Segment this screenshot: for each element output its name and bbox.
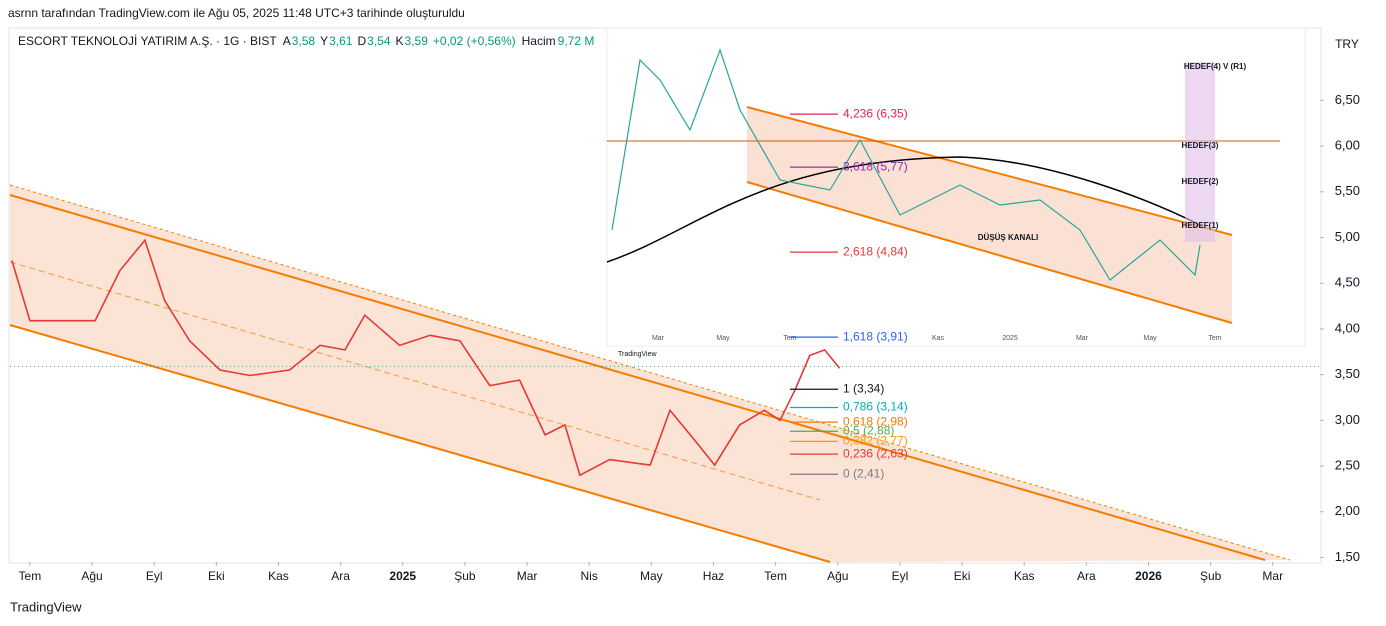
y-tick-label: 1,50: [1335, 549, 1360, 564]
x-tick-label: May: [640, 569, 663, 583]
y-tick-label: 2,00: [1335, 503, 1360, 518]
inset-channel: [747, 107, 1232, 323]
price-line: [11, 238, 841, 477]
x-tick-label: Ağu: [827, 569, 848, 583]
inset-annotation: HEDEF(1): [1182, 221, 1219, 230]
x-tick-label: Mar: [517, 569, 538, 583]
y-tick-label: 4,00: [1335, 320, 1360, 335]
x-tick-label: Kas: [268, 569, 289, 583]
inset-month: Tem: [783, 335, 796, 342]
legend-key: D: [357, 34, 366, 48]
y-tick-label: 6,50: [1335, 92, 1360, 107]
x-tick-label: Tem: [764, 569, 787, 583]
x-tick-label: Ara: [331, 569, 350, 583]
x-tick-label: Şub: [1200, 569, 1222, 583]
x-tick-label: 2026: [1135, 569, 1162, 583]
inset-ma: [606, 156, 1201, 263]
fib-label: 3,618 (5,77): [843, 159, 908, 173]
legend-value: 3,59: [405, 34, 429, 48]
legend-key: Y: [320, 34, 328, 48]
fib-label: 1 (3,34): [843, 381, 884, 395]
inset-month: May: [1143, 335, 1157, 342]
fib-label: 0,382 (2,77): [843, 434, 908, 448]
channel-dotted: [9, 184, 1291, 561]
legend: ESCORT TEKNOLOJİ YATIRIM A.Ş. · 1G · BIS…: [18, 34, 594, 48]
x-tick-label: Eki: [954, 569, 971, 583]
channel-band: [10, 185, 1290, 562]
legend-value: 3,54: [367, 34, 391, 48]
y-tick-label: 4,50: [1335, 275, 1360, 290]
y-tick-label: 6,00: [1335, 138, 1360, 153]
legend-symbol: ESCORT TEKNOLOJİ YATIRIM A.Ş. · 1G · BIS…: [18, 34, 277, 48]
legend-value: 3,58: [292, 34, 316, 48]
inset-month: Kas: [932, 335, 945, 342]
inset-channel-upper: [746, 106, 1233, 236]
inset-brand: TradingView: [618, 351, 657, 358]
channel-lower: [9, 324, 831, 563]
y-tick-label: 3,50: [1335, 366, 1360, 381]
fib-label: 0 (2,41): [843, 466, 884, 480]
y-tick-label: 2,50: [1335, 457, 1360, 472]
x-tick-label: Şub: [454, 569, 476, 583]
channel-mid: [9, 261, 821, 501]
x-tick-label: Haz: [703, 569, 724, 583]
inset-annotation: DÜŞÜŞ KANALI: [978, 233, 1038, 242]
x-tick-label: Kas: [1014, 569, 1035, 583]
fib-label: 0,786 (3,14): [843, 400, 908, 414]
fib-label: 0,618 (2,98): [843, 414, 908, 428]
header: asrnn tarafından TradingView.com ile Ağu…: [8, 6, 465, 20]
inset-month: May: [716, 335, 730, 342]
x-tick-label: Eyl: [146, 569, 163, 583]
legend-volume-key: Hacim: [522, 34, 556, 48]
x-tick-label: Eki: [208, 569, 225, 583]
y-tick-label: 3,00: [1335, 412, 1360, 427]
fib-label: 0,236 (2,63): [843, 446, 908, 460]
channel-upper: [9, 194, 1266, 561]
x-tick-label: Tem: [19, 569, 42, 583]
inset-annotation: HEDEF(3): [1182, 141, 1219, 150]
x-tick-label: Ara: [1077, 569, 1096, 583]
inset-annotation: HEDEF(4) V (R1): [1184, 62, 1247, 71]
legend-key: A: [283, 34, 291, 48]
inset-annotation: HEDEF(2): [1182, 177, 1219, 186]
x-tick-label: 2025: [389, 569, 416, 583]
fib-label: 4,236 (6,35): [843, 106, 908, 120]
legend-volume: 9,72 M: [558, 34, 595, 48]
inset-month: Mar: [652, 335, 665, 342]
currency: TRY: [1335, 37, 1359, 51]
x-tick-label: Nis: [581, 569, 598, 583]
legend-value: 3,61: [329, 34, 353, 48]
y-tick-label: 5,00: [1335, 229, 1360, 244]
inset-month: Tem: [1208, 335, 1221, 342]
inset-target-zone: [1185, 62, 1215, 242]
legend-key: K: [396, 34, 404, 48]
inset-channel-lower: [746, 181, 1233, 324]
y-tick-label: 5,50: [1335, 183, 1360, 198]
inset-price: [611, 48, 1201, 281]
x-tick-label: Eyl: [892, 569, 909, 583]
inset-month: 2025: [1002, 335, 1018, 342]
fib-label: 0,5 (2,88): [843, 423, 894, 437]
legend-change: +0,02 (+0,56%): [433, 34, 516, 48]
fib-label: 2,618 (4,84): [843, 244, 908, 258]
fib-label: 1,618 (3,91): [843, 329, 908, 343]
x-tick-label: Mar: [1262, 569, 1283, 583]
x-tick-label: Ağu: [81, 569, 102, 583]
inset-chart: DÜŞÜŞ KANALI HEDEF(1) HEDEF(2) HEDEF(3) HEDE…: [606, 27, 1306, 358]
footer: TradingView: [10, 599, 82, 614]
inset-month: Mar: [1076, 335, 1089, 342]
